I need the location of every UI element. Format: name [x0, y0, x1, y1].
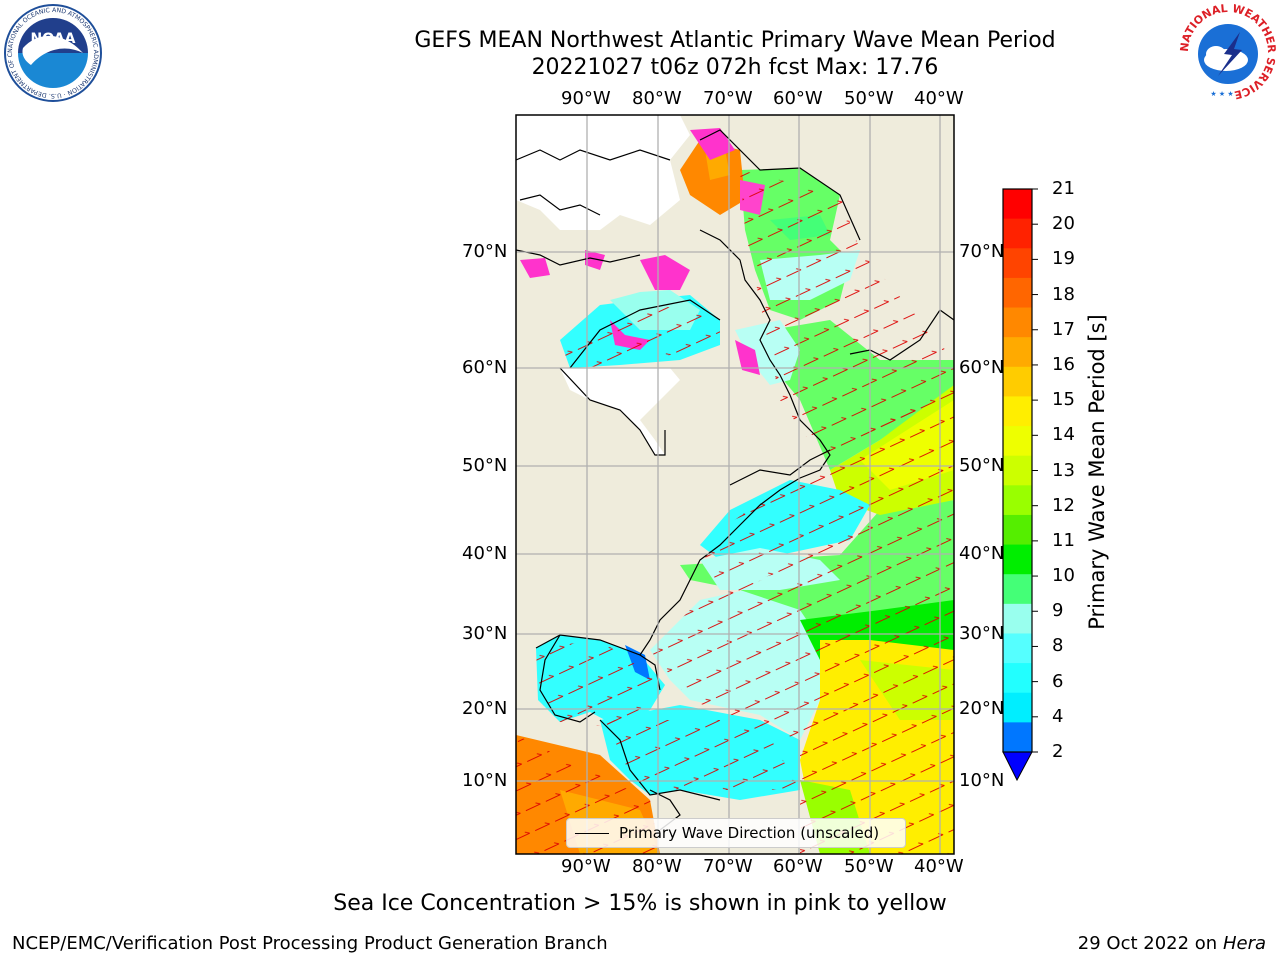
colorbar-tick-label: 11 — [1052, 529, 1075, 551]
colorbar-segment — [1003, 603, 1032, 634]
lat-tick-left: 10°N — [462, 770, 508, 791]
colorbar-tick-label: 16 — [1052, 353, 1075, 375]
colorbar — [1002, 188, 1038, 782]
colorbar-tick-label: 9 — [1052, 600, 1064, 622]
colorbar-segment — [1003, 218, 1032, 249]
colorbar-tick-label: 21 — [1052, 178, 1075, 199]
legend-line-swatch — [575, 832, 609, 834]
colorbar-segment — [1003, 633, 1032, 664]
colorbar-segment — [1003, 485, 1032, 516]
lat-tick-right: 30°N — [959, 623, 1005, 644]
colorbar-tick-label: 2 — [1052, 741, 1064, 762]
footer-left: NCEP/EMC/Verification Post Processing Pr… — [12, 933, 608, 954]
svg-text:★ ★ ★: ★ ★ ★ — [1210, 90, 1233, 98]
lat-tick-right: 50°N — [959, 455, 1005, 476]
lon-tick-top: 80°W — [632, 88, 682, 109]
colorbar-tick-label: 18 — [1052, 283, 1075, 305]
lat-tick-left: 50°N — [462, 455, 508, 476]
coastlines — [516, 129, 954, 831]
map-area — [516, 115, 954, 854]
lat-tick-left: 20°N — [462, 698, 508, 719]
legend-label: Primary Wave Direction (unscaled) — [619, 824, 880, 842]
sea-ice-note: Sea Ice Concentration > 15% is shown in … — [333, 891, 947, 916]
colorbar-segment — [1003, 722, 1032, 753]
lon-tick-bottom: 90°W — [561, 856, 611, 877]
map-legend: Primary Wave Direction (unscaled) — [566, 818, 906, 848]
colorbar-tick-label: 15 — [1052, 389, 1075, 411]
map-frame — [515, 114, 955, 855]
graticule — [516, 115, 954, 854]
colorbar-segment — [1003, 544, 1032, 575]
colorbar-segment — [1003, 307, 1032, 338]
colorbar-tick-label: 12 — [1052, 494, 1075, 516]
footer-date: 29 Oct 2022 on — [1077, 933, 1223, 954]
lon-tick-top: 90°W — [561, 88, 611, 109]
colorbar-label: Primary Wave Mean Period [s] — [1085, 314, 1109, 630]
lon-tick-bottom: 70°W — [703, 856, 753, 877]
colorbar-segment — [1003, 514, 1032, 546]
lat-tick-left: 60°N — [462, 357, 508, 378]
lat-tick-left: 70°N — [462, 241, 508, 262]
lat-tick-left: 30°N — [462, 623, 508, 644]
colorbar-tick-label: 8 — [1052, 635, 1064, 657]
lon-tick-bottom: 60°W — [773, 856, 823, 877]
lat-tick-right: 60°N — [959, 357, 1005, 378]
lon-tick-top: 60°W — [773, 88, 823, 109]
lat-tick-right: 70°N — [959, 241, 1005, 262]
lon-tick-top: 50°W — [844, 88, 894, 109]
footer-right: 29 Oct 2022 on Hera — [1078, 933, 1266, 954]
colorbar-tick-label: 17 — [1052, 318, 1075, 340]
lon-tick-top: 70°W — [703, 88, 753, 109]
colorbar-segment — [1003, 396, 1032, 427]
colorbar-segment — [1003, 663, 1032, 694]
colorbar-segment — [1003, 337, 1032, 368]
lat-tick-left: 40°N — [462, 543, 508, 564]
colorbar-segment — [1003, 366, 1032, 397]
lat-tick-right: 40°N — [959, 543, 1005, 564]
no-data-region — [560, 368, 680, 455]
title-line-2: 20221027 t06z 072h fcst Max: 17.76 — [531, 55, 939, 80]
colorbar-segment — [1003, 277, 1032, 309]
arctic-islands-region — [516, 115, 690, 230]
colorbar-tick-label: 4 — [1052, 705, 1064, 727]
footer-machine: Hera — [1222, 933, 1266, 954]
colorbar-extend-triangle — [1002, 751, 1033, 782]
lon-tick-bottom: 80°W — [632, 856, 682, 877]
nws-logo: NATIONAL WEATHER SERVICE ★ ★ ★ — [1178, 2, 1278, 101]
lon-tick-bottom: 40°W — [914, 856, 964, 877]
colorbar-tick-label: 14 — [1052, 424, 1075, 446]
colorbar-segment — [1003, 248, 1032, 279]
colorbar-tick-label: 13 — [1052, 459, 1075, 481]
colorbar-tick-label: 19 — [1052, 248, 1075, 270]
lon-tick-bottom: 50°W — [844, 856, 894, 877]
colorbar-tick-label: 10 — [1052, 565, 1075, 587]
colorbar-segment — [1003, 426, 1032, 457]
lat-tick-right: 20°N — [959, 698, 1005, 719]
colorbar-segment — [1003, 574, 1032, 605]
lat-tick-right: 10°N — [959, 770, 1005, 791]
title-line-1: GEFS MEAN Northwest Atlantic Primary Wav… — [414, 28, 1056, 53]
colorbar-segment — [1003, 189, 1032, 220]
colorbar-segment — [1003, 455, 1032, 486]
noaa-logo: NATIONAL OCEANIC AND ATMOSPHERIC ADMINIS… — [3, 3, 102, 102]
colorbar-segment — [1003, 692, 1032, 723]
colorbar-tick-label: 6 — [1052, 670, 1064, 692]
noaa-text: NOAA — [31, 31, 76, 47]
colorbar-tick-label: 20 — [1052, 213, 1075, 235]
lon-tick-top: 40°W — [914, 88, 964, 109]
